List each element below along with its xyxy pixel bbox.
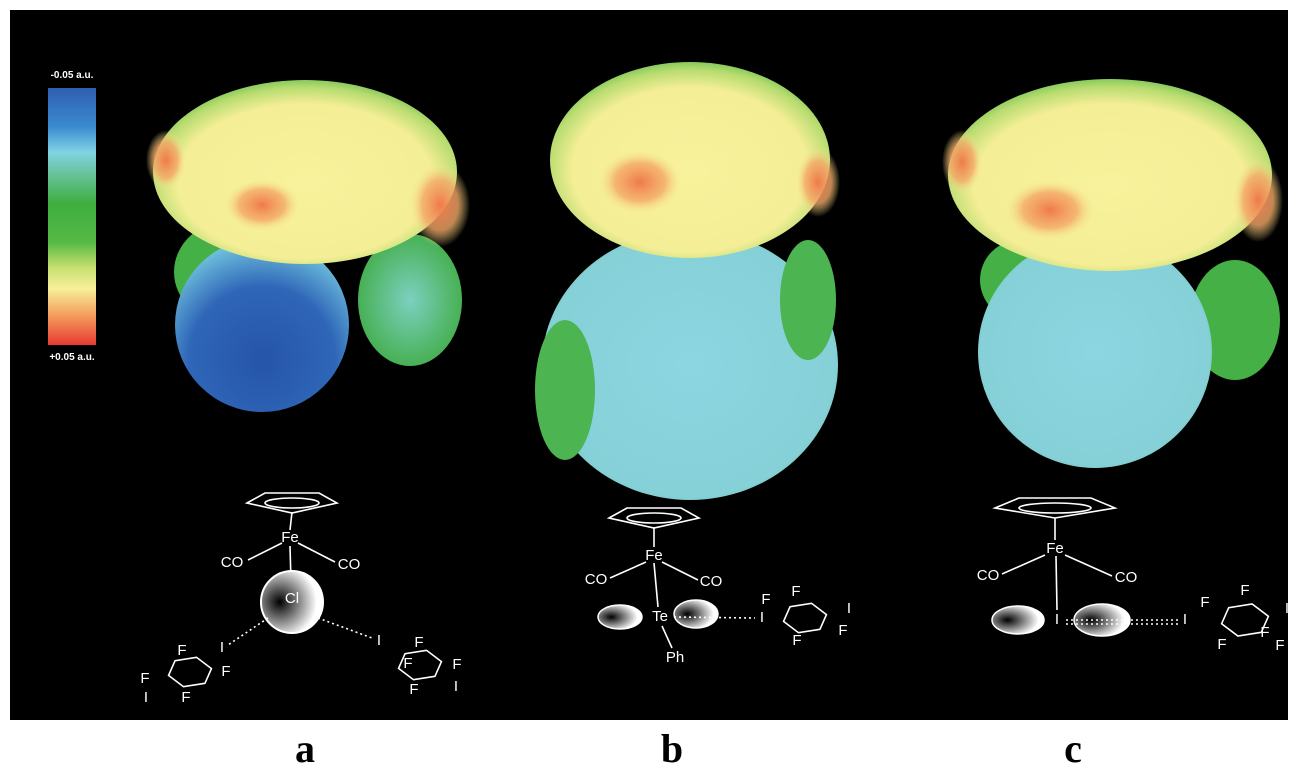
cp-ring: [244, 492, 340, 514]
atom-label: I: [760, 609, 764, 626]
ring: [397, 649, 443, 681]
shapes: [146, 62, 1283, 688]
atom-label: F: [414, 634, 423, 651]
surface-lobe: [358, 234, 462, 366]
color-bar-top-label: -0.05 a.u.: [51, 70, 94, 81]
atom-label: I: [220, 639, 224, 656]
panel-label: b: [661, 726, 683, 771]
atom-label: I: [1183, 611, 1187, 628]
atom-label: CO: [977, 567, 1000, 584]
atom-label: F: [452, 656, 461, 673]
bond: [289, 511, 293, 531]
bond: [227, 617, 269, 646]
atom-label: CO: [338, 556, 361, 573]
atom-label: I: [377, 632, 381, 649]
surface-lobe: [146, 130, 186, 190]
cp-ring: [992, 497, 1118, 519]
atom-label: F: [792, 632, 801, 649]
panel-label: a: [295, 726, 315, 771]
atom-label: F: [1200, 594, 1209, 611]
surface-lobe: [1005, 180, 1095, 240]
bond: [1055, 555, 1058, 611]
bond: [661, 625, 673, 649]
atom-label: F: [177, 642, 186, 659]
atom-label: Cl: [285, 590, 299, 607]
atom-label: F: [221, 663, 230, 680]
cp-ring: [626, 512, 682, 524]
surface-lobe: [153, 80, 457, 264]
surface-lobe: [978, 236, 1212, 468]
bond: [673, 616, 756, 619]
atom-label: F: [1240, 582, 1249, 599]
atom-label: F: [403, 655, 412, 672]
ring: [167, 656, 213, 688]
atom-label: Fe: [281, 529, 299, 546]
bond: [247, 542, 283, 561]
atom-label: CO: [585, 571, 608, 588]
atom-label: F: [181, 689, 190, 706]
surface-lobe: [942, 130, 982, 194]
color-bar-bottom-label: +0.05 a.u.: [49, 352, 95, 363]
surface-lobe: [1190, 260, 1280, 380]
atom-label: I: [847, 600, 851, 617]
bond: [661, 561, 699, 581]
atom-label: Fe: [1046, 540, 1064, 557]
color-bar: [48, 88, 96, 345]
atom-label: I: [1285, 600, 1289, 617]
surface-lobe: [542, 230, 838, 500]
atom-label: Fe: [645, 547, 663, 564]
atom-label: F: [838, 622, 847, 639]
cp-ring: [606, 507, 702, 529]
atom-label: F: [1275, 637, 1284, 654]
atom-label: F: [1217, 636, 1226, 653]
atom-label: Ph: [666, 649, 684, 666]
lone-pair: [673, 599, 719, 629]
surface-lobe: [410, 163, 470, 247]
atom-label: F: [140, 670, 149, 687]
ring: [782, 602, 828, 634]
surface-lobe: [535, 320, 595, 460]
atom-label: I: [144, 689, 148, 706]
surface-lobe: [780, 240, 836, 360]
bond: [1064, 554, 1113, 577]
chloride: [260, 570, 324, 634]
atom-label: F: [791, 583, 800, 600]
atom-label: Te: [652, 608, 668, 625]
surface-lobe: [796, 147, 840, 217]
surface-lobe: [948, 79, 1272, 271]
bond: [297, 542, 336, 563]
lone-pair: [597, 604, 643, 630]
atom-label: F: [409, 681, 418, 698]
panel-label: c: [1064, 726, 1082, 771]
surface-lobe: [598, 150, 682, 214]
lone-pair: [991, 605, 1045, 635]
surface-lobe: [1233, 158, 1283, 242]
atom-label: CO: [221, 554, 244, 571]
atom-label: F: [761, 591, 770, 608]
surface-lobe: [224, 179, 300, 231]
bond: [1001, 554, 1046, 575]
cp-ring: [1018, 502, 1092, 514]
surface-lobe: [550, 62, 830, 258]
bond: [609, 561, 647, 579]
atom-label: I: [1055, 611, 1059, 628]
atom-label: I: [454, 678, 458, 695]
atom-label: F: [1260, 624, 1269, 641]
atom-label: CO: [1115, 569, 1138, 586]
atom-label: CO: [700, 573, 723, 590]
surface-lobe: [175, 238, 349, 412]
ring: [1220, 603, 1270, 637]
cp-ring: [264, 497, 320, 509]
bond: [653, 562, 659, 608]
